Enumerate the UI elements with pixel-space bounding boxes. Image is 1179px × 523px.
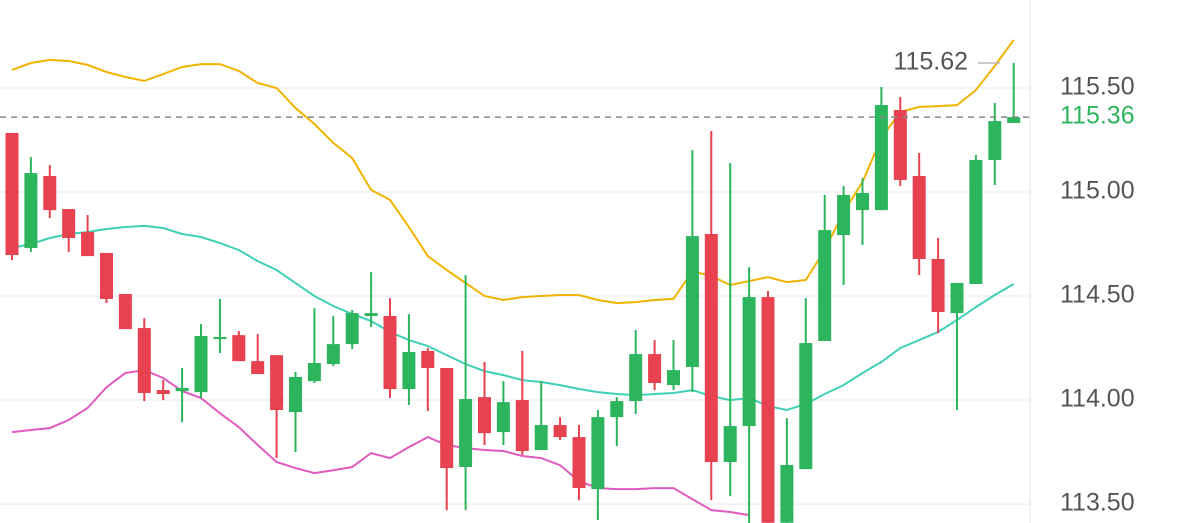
candle-body	[572, 437, 586, 489]
candle-body	[837, 194, 851, 236]
candle-body	[175, 387, 189, 392]
candle-body	[100, 252, 113, 299]
candle-body	[1007, 117, 1021, 123]
y-tick-label: 115.50	[1060, 73, 1135, 101]
last-price-bg	[1050, 101, 1160, 134]
y-tick-label: 113.50	[1060, 489, 1135, 517]
candle-body	[591, 417, 605, 490]
candle-body	[893, 110, 907, 180]
candle-body	[383, 316, 397, 390]
candle-body	[440, 368, 454, 469]
candle-body	[874, 105, 888, 211]
y-tick-label: 114.50	[1060, 281, 1135, 309]
candle-body	[402, 351, 416, 390]
candle-body	[534, 425, 548, 450]
band-line	[11, 39, 1015, 305]
candle-body	[780, 464, 794, 523]
candle-body	[667, 370, 680, 386]
y-tick-label: 115.00	[1060, 177, 1135, 205]
candle-body	[270, 355, 284, 411]
candle-body	[251, 361, 265, 375]
candle-body	[213, 337, 227, 340]
candle-body	[742, 297, 756, 427]
last-price-label: 115.36	[1060, 102, 1135, 130]
candle-body	[761, 297, 775, 523]
candle-body	[912, 175, 926, 260]
candle-body	[137, 328, 151, 393]
candle-body	[931, 259, 945, 313]
y-axis: 115.50 115.00 114.50 114.00 113.50 115.36	[1050, 73, 1160, 517]
candle-body	[326, 344, 340, 365]
candle-body	[81, 231, 95, 257]
candle-body	[194, 335, 208, 393]
candle-body	[364, 313, 378, 317]
annotation-label: 115.62	[893, 48, 968, 76]
band-line	[11, 224, 1015, 412]
candle-body	[950, 282, 964, 314]
candle-body	[629, 354, 643, 402]
candle-body	[289, 376, 302, 413]
candle-body	[704, 234, 718, 463]
candle-body	[818, 230, 832, 341]
candle-body	[478, 397, 491, 434]
candle-body	[43, 175, 57, 211]
candle-body	[685, 236, 699, 367]
candle-body	[232, 335, 246, 362]
candle-body	[5, 132, 19, 256]
candle-body	[24, 173, 38, 248]
candle-body	[610, 401, 624, 418]
candle-body	[856, 193, 869, 211]
candle-body	[62, 209, 76, 238]
candle-body	[421, 350, 435, 369]
candle-body	[515, 400, 529, 452]
candle-body	[553, 425, 567, 438]
candle-body	[118, 293, 132, 330]
candle-body	[459, 399, 473, 468]
plot-area	[0, 39, 1030, 523]
candle-body	[648, 354, 662, 383]
band-line	[11, 369, 750, 517]
candle-body	[156, 390, 170, 395]
grid	[0, 87, 1030, 505]
y-tick-label: 114.00	[1060, 385, 1135, 413]
candle-body	[307, 363, 321, 382]
candle-body	[723, 426, 737, 463]
candle-body	[496, 402, 510, 433]
candle-body	[969, 159, 983, 284]
candle-body	[345, 313, 359, 345]
candle-body	[799, 343, 813, 470]
candle-body	[988, 121, 1002, 160]
